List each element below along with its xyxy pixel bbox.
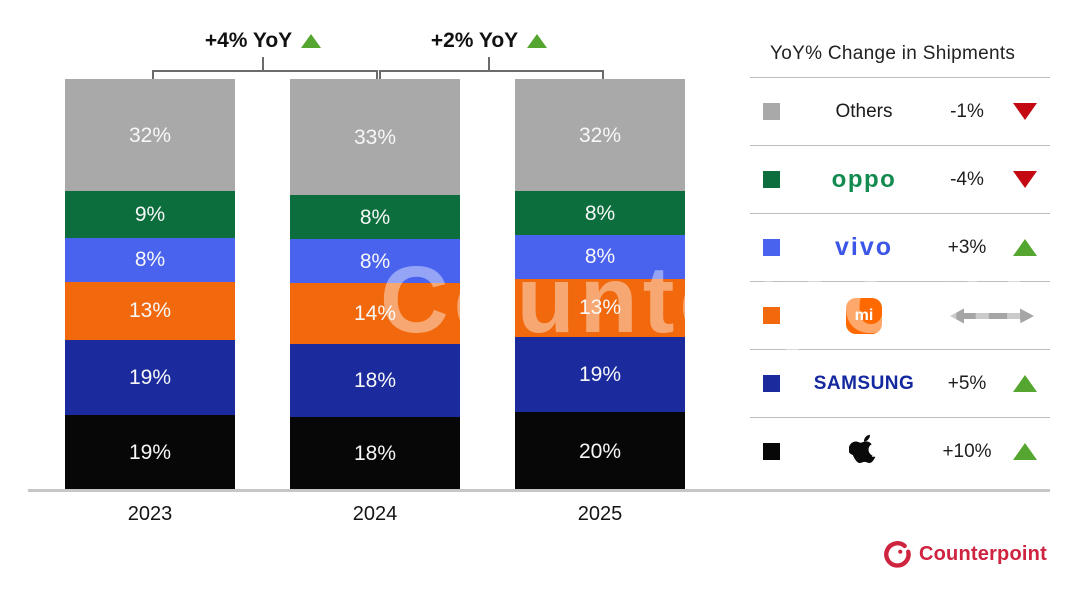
bar-segment-samsung-2025: 19% bbox=[515, 336, 685, 412]
yoy-bracket-2023-2024 bbox=[152, 70, 378, 82]
segment-value-label: 18% bbox=[353, 369, 397, 393]
bar-segment-apple-2023: 19% bbox=[65, 414, 235, 491]
legend-row-oppo: OPPO -4% bbox=[750, 145, 1050, 213]
segment-value-label: 33% bbox=[353, 125, 397, 149]
samsung-change: +5% bbox=[947, 372, 987, 394]
vivo-change: +3% bbox=[947, 236, 987, 258]
oppo-swatch bbox=[763, 171, 780, 188]
legend-row-apple: +10% bbox=[750, 417, 1050, 485]
legend-row-vivo: vivo +3% bbox=[750, 213, 1050, 281]
segment-value-label: 13% bbox=[128, 299, 172, 323]
yoy-annotation-text: +2% YoY bbox=[430, 29, 519, 52]
segment-value-label: 8% bbox=[584, 245, 616, 269]
up-triangle-icon bbox=[1013, 375, 1037, 392]
x-axis-label-2025: 2025 bbox=[577, 503, 623, 525]
bar-segment-samsung-2024: 18% bbox=[290, 344, 460, 418]
up-triangle-icon bbox=[301, 34, 322, 48]
flat-double-arrow-icon bbox=[950, 308, 1034, 323]
bar-2025: 32% 8% 8% 13% 19% 20% bbox=[515, 79, 685, 490]
bar-2023: 32% 9% 8% 13% 19% 19% bbox=[65, 79, 235, 491]
segment-value-label: 18% bbox=[353, 442, 397, 466]
bar-segment-oppo-2023: 9% bbox=[65, 191, 235, 238]
vivo-logo: vivo bbox=[834, 233, 894, 261]
segment-value-label: 32% bbox=[128, 123, 172, 147]
bar-segment-others-2025: 32% bbox=[515, 79, 685, 192]
bar-segment-vivo-2025: 8% bbox=[515, 235, 685, 279]
down-triangle-icon bbox=[1013, 171, 1037, 188]
segment-value-label: 8% bbox=[584, 201, 616, 225]
bar-segment-apple-2024: 18% bbox=[290, 417, 460, 490]
legend-row-samsung: SAMSUNG +5% bbox=[750, 349, 1050, 417]
x-axis-label-2023: 2023 bbox=[127, 503, 173, 525]
segment-value-label: 9% bbox=[134, 203, 166, 227]
bar-segment-xiaomi-2024: 14% bbox=[290, 283, 460, 345]
x-axis-label-2024: 2024 bbox=[352, 503, 398, 525]
segment-value-label: 20% bbox=[578, 439, 622, 463]
bar-segment-samsung-2023: 19% bbox=[65, 339, 235, 415]
bar-segment-apple-2025: 20% bbox=[515, 412, 685, 490]
bar-segment-oppo-2024: 8% bbox=[290, 195, 460, 240]
oppo-logo: OPPO bbox=[831, 165, 897, 193]
yoy-annotation-text: +4% YoY bbox=[204, 29, 293, 52]
yoy-annotation-2025: +2% YoY bbox=[379, 29, 599, 53]
segment-value-label: 19% bbox=[128, 440, 172, 464]
bar-segment-others-2024: 33% bbox=[290, 79, 460, 195]
segment-value-label: 32% bbox=[578, 123, 622, 147]
bar-segment-xiaomi-2025: 13% bbox=[515, 278, 685, 337]
segment-value-label: 8% bbox=[134, 248, 166, 272]
apple-logo-icon bbox=[849, 434, 876, 464]
others-swatch bbox=[763, 103, 780, 120]
segment-value-label: 19% bbox=[128, 365, 172, 389]
apple-swatch bbox=[763, 443, 780, 460]
yoy-bracket-tick-1 bbox=[262, 57, 264, 71]
oppo-change: -4% bbox=[950, 168, 984, 190]
samsung-logo: SAMSUNG bbox=[813, 372, 915, 394]
bar-segment-oppo-2025: 8% bbox=[515, 191, 685, 235]
samsung-swatch bbox=[763, 375, 780, 392]
yoy-annotation-2024: +4% YoY bbox=[153, 29, 373, 53]
counterpoint-name: Counterpoint bbox=[919, 543, 1047, 565]
up-triangle-icon bbox=[1013, 239, 1037, 256]
xiaomi-swatch bbox=[763, 307, 780, 324]
xiaomi-mi-logo-icon: mi bbox=[846, 297, 882, 334]
counterpoint-logo-icon bbox=[884, 541, 911, 568]
bar-segment-others-2023: 32% bbox=[65, 79, 235, 192]
legend-row-xiaomi: mi bbox=[750, 281, 1050, 349]
counterpoint-branding: Counterpoint bbox=[884, 541, 1047, 568]
others-change: -1% bbox=[950, 100, 984, 122]
legend-title: YoY% Change in Shipments bbox=[770, 42, 1016, 64]
apple-change: +10% bbox=[942, 440, 992, 462]
up-triangle-icon bbox=[1013, 443, 1037, 460]
bar-2024: 33% 8% 8% 14% 18% 18% bbox=[290, 79, 460, 490]
bar-segment-xiaomi-2023: 13% bbox=[65, 281, 235, 340]
bar-segment-vivo-2024: 8% bbox=[290, 239, 460, 284]
flat-change-cell bbox=[934, 307, 1050, 325]
down-triangle-icon bbox=[1013, 103, 1037, 120]
yoy-bracket-tick-2 bbox=[488, 57, 490, 71]
legend-row-others: Others -1% bbox=[750, 77, 1050, 145]
others-label: Others bbox=[835, 100, 893, 122]
segment-value-label: 14% bbox=[353, 302, 397, 326]
up-triangle-icon bbox=[527, 34, 548, 48]
segment-value-label: 13% bbox=[578, 296, 622, 320]
vivo-swatch bbox=[763, 239, 780, 256]
yoy-bracket-2024-2025 bbox=[379, 70, 604, 82]
x-axis-line bbox=[28, 489, 1050, 492]
segment-value-label: 19% bbox=[578, 362, 622, 386]
segment-value-label: 8% bbox=[359, 249, 391, 273]
bar-segment-vivo-2023: 8% bbox=[65, 237, 235, 282]
segment-value-label: 8% bbox=[359, 205, 391, 229]
legend: YoY% Change in Shipments Others -1% OPPO… bbox=[750, 30, 1050, 485]
